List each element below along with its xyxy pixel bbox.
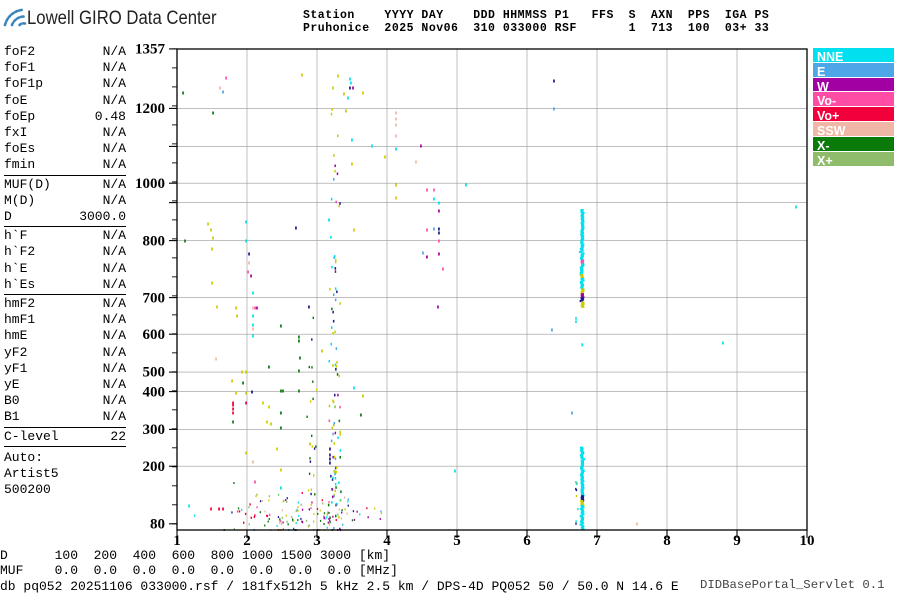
svg-text:6: 6 [523,533,531,549]
svg-text:800: 800 [143,234,166,250]
svg-text:7: 7 [593,533,601,549]
svg-text:8: 8 [663,533,671,549]
svg-text:1000: 1000 [135,176,165,192]
svg-text:200: 200 [143,459,166,475]
svg-text:1200: 1200 [135,101,165,117]
svg-text:400: 400 [143,385,166,401]
svg-text:10: 10 [800,533,815,549]
svg-text:3: 3 [313,533,321,549]
svg-text:80: 80 [150,517,165,533]
svg-text:500: 500 [143,365,166,381]
svg-text:1: 1 [173,533,181,549]
svg-text:2: 2 [243,533,251,549]
svg-text:5: 5 [453,533,461,549]
svg-text:4: 4 [383,533,391,549]
svg-text:300: 300 [143,422,166,438]
svg-text:9: 9 [733,533,741,549]
svg-text:700: 700 [143,291,166,307]
svg-text:1357: 1357 [135,42,166,58]
svg-text:600: 600 [143,327,166,343]
